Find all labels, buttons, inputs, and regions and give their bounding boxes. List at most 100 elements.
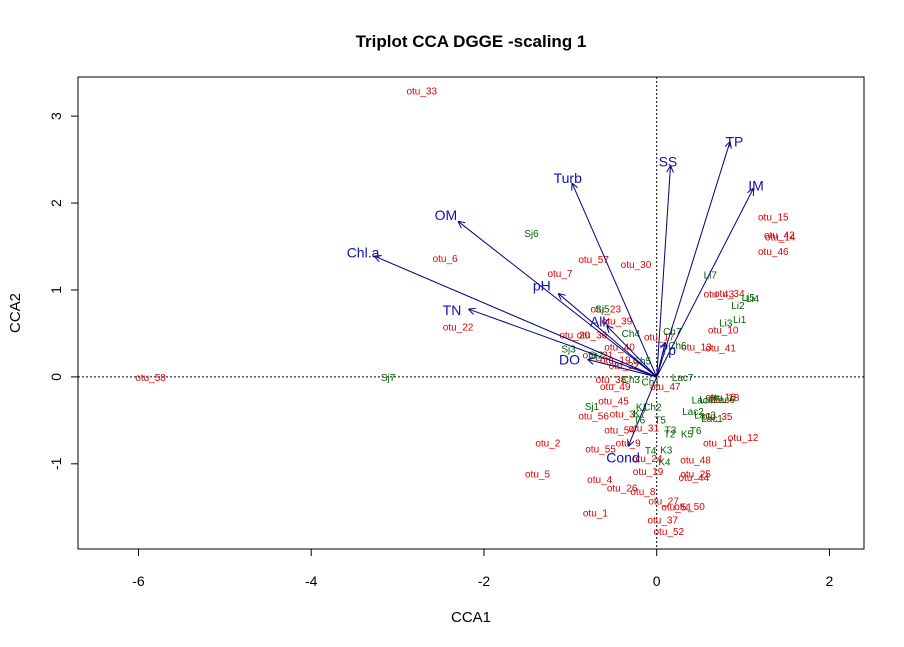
species-label: otu_14 (765, 232, 796, 243)
species-label: otu_19 (633, 467, 664, 478)
site-label: Lac5 (699, 395, 721, 406)
site-label: Li5 (742, 293, 756, 304)
species-label: otu_52 (653, 527, 684, 538)
x-tick-label: -2 (478, 573, 491, 589)
species-label: otu_16 (705, 392, 736, 403)
species-label: otu_19 (600, 356, 631, 367)
env-arrow (374, 256, 657, 378)
site-label: Li3 (719, 318, 733, 329)
species-label: otu_42 (764, 231, 795, 242)
env-arrow (656, 141, 730, 378)
env-label: SS (659, 153, 678, 169)
species-label: otu_9 (616, 438, 641, 449)
y-tick-label: 1 (48, 286, 64, 294)
site-label: Ch7 (663, 327, 682, 338)
site-label: T6 (634, 416, 646, 427)
species-label: otu_41 (705, 344, 736, 355)
site-label: Sj5 (595, 304, 610, 315)
site-label: Sj3 (561, 344, 576, 355)
y-tick-label: -1 (48, 457, 64, 470)
species-label: otu_50 (674, 502, 705, 513)
species-label: otu_57 (578, 255, 609, 266)
species-label: otu_54 (604, 425, 635, 436)
site-label: K7 (633, 409, 646, 420)
y-tick-label: 0 (48, 373, 64, 381)
species-label: otu_30 (621, 260, 652, 271)
species-label: otu_39 (602, 317, 633, 328)
x-tick-label: 2 (826, 573, 834, 589)
x-tick-label: 0 (653, 573, 661, 589)
site-label: Ch6 (668, 341, 687, 352)
species-label: otu_20 (559, 331, 590, 342)
y-tick-label: 2 (48, 199, 64, 207)
species-label: otu_1 (583, 509, 608, 520)
env-label: Alk (590, 313, 610, 329)
y-axis-label: CCA2 (7, 293, 24, 333)
species-label: otu_44 (679, 473, 710, 484)
species-label: otu_10 (708, 325, 739, 336)
env-label: Turb (554, 170, 582, 186)
site-label: Sj2 (589, 351, 604, 362)
species-label: otu_33 (406, 86, 437, 97)
reference-lines (78, 77, 864, 549)
env-arrow (628, 376, 658, 447)
species-label: otu_3 (610, 410, 635, 421)
env-arrow (656, 342, 666, 378)
species-label: otu_49 (600, 382, 631, 393)
species-label: otu_15 (758, 212, 789, 223)
species-label: otu_47 (650, 382, 681, 393)
site-label: Ch1 (641, 377, 660, 388)
env-arrow (656, 166, 671, 377)
species-label: otu_37 (647, 516, 678, 527)
site-label: Li4 (746, 294, 760, 305)
species-label: otu_22 (443, 323, 474, 334)
species-label: otu_26 (607, 484, 638, 495)
site-label: Li2 (731, 301, 745, 312)
y-axis: -1 0 1 2 3 (48, 112, 78, 470)
site-label: T5 (654, 416, 666, 427)
env-label: TP (725, 133, 743, 149)
site-label: T4 (645, 446, 657, 457)
species-label: otu_24 (632, 454, 663, 465)
env-arrow (558, 293, 658, 378)
env-arrow (458, 221, 658, 378)
site-label: Lac1 (701, 414, 723, 425)
site-label: K1 (636, 403, 649, 414)
site-label: Ch4 (622, 329, 641, 340)
species-label: otu_32 (609, 361, 640, 372)
site-label: Lac4 (692, 396, 714, 407)
env-label: TN (443, 302, 462, 318)
site-label: T6 (690, 426, 702, 437)
site-label: Lac6 (713, 395, 735, 406)
species-label: otu_55 (585, 444, 616, 455)
species-label: otu_13 (681, 343, 712, 354)
species-label: otu_45 (598, 397, 629, 408)
site-label: Sj1 (585, 402, 600, 413)
species-label: otu_46 (758, 247, 789, 258)
site-label: T2 (664, 430, 676, 441)
species-label: otu_56 (578, 411, 609, 422)
species-label: otu_38 (596, 375, 627, 386)
species-label: otu_25 (680, 470, 711, 481)
species-label: otu_7 (547, 269, 572, 280)
env-label: OM (435, 207, 458, 223)
site-label: K3 (660, 445, 673, 456)
species-label: otu_5 (525, 470, 550, 481)
plot-frame (77, 76, 865, 550)
species-label: otu_58 (135, 373, 166, 384)
species-label: otu_31 (628, 424, 659, 435)
species-label: otu_36 (577, 331, 608, 342)
env-label: pH (533, 278, 551, 294)
site-label: Ch3 (622, 375, 641, 386)
species-label: otu_12 (728, 433, 759, 444)
env-arrow (588, 360, 657, 378)
site-label: Li1 (733, 315, 747, 326)
y-tick-label: 3 (48, 112, 64, 120)
species-label: otu_2 (535, 438, 560, 449)
site-label: Lac3 (694, 411, 716, 422)
env-label: IM (748, 178, 764, 194)
env-arrow (572, 183, 658, 378)
species-label: otu_8 (630, 487, 655, 498)
environmental-vectors: TP SS IM Turb OM Chl.a pH TN Alk Tp DO Cond (347, 133, 764, 465)
